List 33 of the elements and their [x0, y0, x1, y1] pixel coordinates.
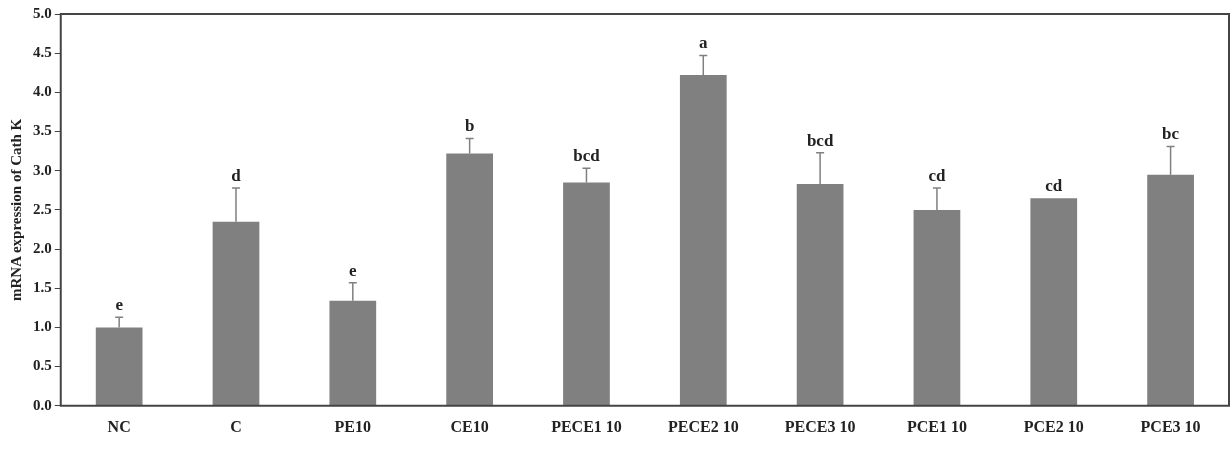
y-axis-title: mRNA expression of Cath K [7, 118, 24, 302]
y-tick-label: 1.0 [33, 318, 52, 335]
x-tick-label: C [230, 417, 242, 435]
y-tick-label: 0.5 [33, 357, 52, 374]
y-tick-label: 2.5 [33, 200, 52, 217]
annotation: cd [1045, 176, 1063, 196]
annotation: cd [928, 165, 946, 185]
bar [1030, 198, 1078, 406]
y-tick-label: 3.5 [33, 122, 52, 139]
annotation: bcd [573, 146, 601, 166]
x-tick-label: PECE2 10 [667, 417, 739, 435]
annotation: a [699, 33, 709, 53]
annotation: d [231, 165, 242, 185]
y-tick-label: 1.5 [33, 279, 52, 296]
y-tick-label: 3.0 [33, 161, 52, 178]
x-tick-label: CE10 [450, 417, 489, 435]
annotation: b [464, 116, 475, 136]
y-tick-label: 5.0 [33, 4, 52, 21]
annotation: bc [1162, 124, 1180, 144]
y-tick-label: 2.0 [33, 239, 52, 256]
annotation: e [349, 260, 358, 280]
x-tick-label: PE10 [334, 417, 372, 435]
annotation: bcd [806, 130, 834, 150]
x-tick-label: NC [107, 417, 131, 435]
y-tick-label: 4.0 [33, 83, 52, 100]
x-tick-label: PCE2 10 [1023, 417, 1084, 435]
x-tick-label: PECE1 10 [551, 417, 622, 435]
annotation: e [115, 295, 124, 315]
x-tick-label: PCE3 10 [1140, 417, 1201, 435]
x-tick-label: PCE1 10 [906, 417, 967, 435]
x-tick-label: PECE3 10 [784, 417, 856, 435]
y-tick-label: 4.5 [33, 44, 52, 61]
y-tick-label: 0.0 [33, 396, 52, 413]
